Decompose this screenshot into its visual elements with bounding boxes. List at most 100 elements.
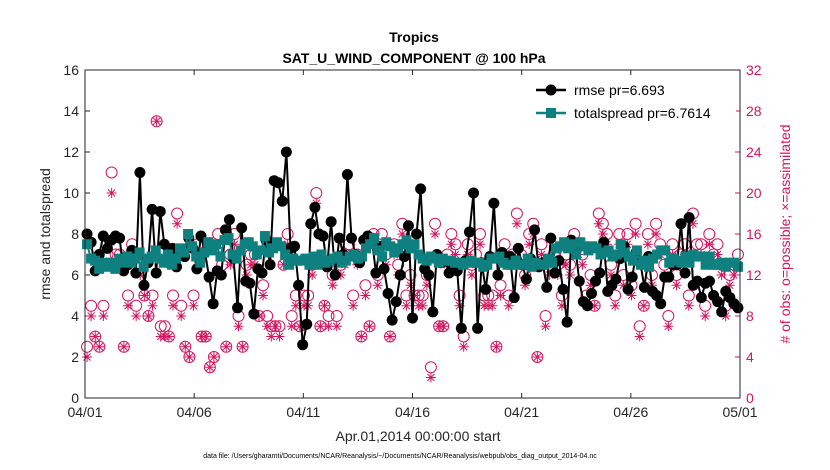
assimilated-obs-point bbox=[425, 372, 436, 383]
rmse-point bbox=[345, 232, 357, 244]
assimilated-obs-point bbox=[168, 300, 179, 311]
rmse-point bbox=[520, 273, 532, 285]
rmse-point bbox=[138, 279, 150, 291]
data-file-footnote: data file: /Users/gharamti/Documents/NCA… bbox=[203, 453, 597, 460]
rmse-point bbox=[594, 267, 606, 279]
rmse-point bbox=[390, 296, 402, 308]
spread-point bbox=[409, 239, 420, 250]
possible-obs-point bbox=[236, 340, 249, 353]
assimilated-obs-point bbox=[364, 321, 375, 332]
possible-obs-point bbox=[203, 361, 216, 374]
assimilated-obs-point bbox=[266, 331, 277, 342]
y-tick-label: 2 bbox=[71, 349, 79, 365]
assimilated-obs-point bbox=[94, 341, 105, 352]
x-axis-label: Apr.01,2014 00:00:00 start bbox=[335, 428, 500, 444]
assimilated-obs-point bbox=[716, 270, 727, 280]
rmse-point bbox=[402, 220, 414, 232]
spread-point bbox=[704, 251, 715, 262]
y-tick-label: 10 bbox=[63, 185, 79, 201]
spread-point bbox=[356, 251, 367, 262]
assimilated-obs-point bbox=[491, 341, 502, 352]
y2-axis-label: # of obs: o=possible; ×=assimilated bbox=[777, 124, 793, 343]
spread-point bbox=[122, 251, 133, 262]
rmse-point bbox=[545, 232, 557, 244]
rmse-point bbox=[508, 292, 520, 304]
rmse-series bbox=[81, 146, 744, 351]
rmse-point bbox=[683, 212, 695, 224]
possible-obs-point bbox=[490, 340, 503, 353]
assimilated-obs-point bbox=[458, 341, 469, 352]
rmse-point bbox=[586, 287, 598, 299]
rmse-point bbox=[455, 322, 467, 334]
assimilated-obs-point bbox=[593, 218, 604, 229]
assimilated-obs-point bbox=[495, 290, 506, 301]
spread-point bbox=[546, 257, 557, 268]
y2-tick-label: 0 bbox=[746, 390, 754, 406]
assimilated-obs-point bbox=[438, 321, 449, 332]
y2-tick-label: 32 bbox=[746, 62, 762, 78]
rmse-point bbox=[573, 275, 585, 287]
spread-point bbox=[276, 241, 287, 252]
rmse-point bbox=[703, 275, 715, 287]
spread-point bbox=[696, 251, 707, 262]
possible-obs-point bbox=[117, 340, 130, 353]
spread-point bbox=[373, 245, 384, 256]
assimilated-obs-point bbox=[532, 352, 543, 362]
rmse-point bbox=[114, 232, 126, 244]
rmse-point bbox=[712, 296, 724, 308]
assimilated-obs-point bbox=[630, 229, 641, 239]
rmse-point bbox=[370, 267, 382, 279]
assimilated-obs-point bbox=[131, 311, 142, 321]
assimilated-obs-point bbox=[98, 311, 109, 321]
spread-point bbox=[158, 257, 169, 268]
y2-tick-label: 20 bbox=[746, 185, 762, 201]
spread-point bbox=[235, 245, 246, 256]
assimilated-obs-point bbox=[430, 229, 441, 239]
spread-point bbox=[312, 259, 323, 270]
spread-point bbox=[255, 245, 266, 256]
y2-tick-label: 16 bbox=[746, 226, 762, 242]
spread-point bbox=[268, 243, 279, 254]
rmse-point bbox=[232, 302, 244, 314]
rmse-point bbox=[663, 271, 675, 283]
assimilated-obs-point bbox=[663, 321, 674, 332]
assimilated-obs-point bbox=[683, 300, 694, 311]
rmse-point bbox=[386, 314, 398, 326]
assimilated-obs-point bbox=[221, 341, 232, 352]
assimilated-obs-point bbox=[106, 188, 117, 198]
assimilated-obs-point bbox=[143, 311, 154, 321]
rmse-point bbox=[382, 287, 394, 299]
rmse-point bbox=[472, 322, 484, 334]
spread-point bbox=[538, 259, 549, 270]
assimilated-obs-point bbox=[642, 239, 653, 250]
possible-obs-point bbox=[383, 330, 396, 343]
spread-point bbox=[304, 259, 315, 270]
spread-point bbox=[615, 239, 626, 250]
x-tick-label: 04/21 bbox=[504, 404, 539, 420]
legend-spread-label: totalspread pr=6.7614 bbox=[574, 105, 711, 121]
assimilated-obs-point bbox=[118, 341, 129, 352]
assimilated-obs-point bbox=[446, 239, 457, 250]
possible-obs-point bbox=[207, 351, 220, 363]
possible-obs-point bbox=[142, 310, 155, 322]
assimilated-obs-point bbox=[188, 300, 199, 311]
assimilated-obs-point bbox=[372, 280, 383, 291]
rmse-point bbox=[219, 224, 231, 236]
assimilated-obs-point bbox=[180, 341, 191, 352]
rmse-point bbox=[280, 146, 292, 158]
spread-point bbox=[179, 247, 190, 258]
rmse-point bbox=[655, 298, 667, 310]
rmse-point bbox=[297, 339, 309, 351]
rmse-point bbox=[651, 290, 663, 301]
assimilated-obs-point bbox=[258, 290, 269, 301]
spread-point bbox=[280, 249, 291, 260]
rmse-point bbox=[207, 298, 219, 310]
possible-obs-point bbox=[183, 351, 196, 363]
assimilated-obs-point bbox=[176, 311, 187, 321]
rmse-point bbox=[276, 195, 288, 207]
assimilated-obs-point bbox=[634, 331, 645, 342]
chart-title: Tropics bbox=[389, 29, 439, 45]
y-axis-label: rmse and totalspread bbox=[37, 168, 53, 300]
spread-point bbox=[231, 253, 242, 264]
y2-tick-label: 4 bbox=[746, 349, 754, 365]
